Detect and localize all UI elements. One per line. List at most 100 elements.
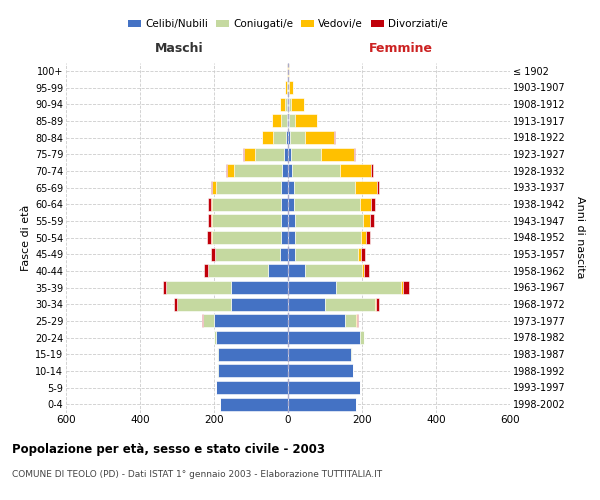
Bar — [226, 164, 227, 177]
Bar — [295, 248, 358, 260]
Bar — [268, 264, 288, 278]
Bar — [305, 131, 334, 144]
Bar — [216, 181, 281, 194]
Bar — [212, 198, 281, 210]
Bar — [289, 98, 290, 110]
Bar — [354, 148, 355, 160]
Bar — [351, 348, 352, 360]
Y-axis label: Fasce di età: Fasce di età — [20, 204, 31, 270]
Bar — [320, 148, 354, 160]
Bar — [163, 281, 166, 294]
Bar — [212, 214, 281, 228]
Bar — [290, 131, 305, 144]
Bar — [360, 198, 371, 210]
Bar — [284, 148, 288, 160]
Bar — [336, 281, 401, 294]
Bar — [289, 114, 295, 128]
Bar — [205, 264, 208, 278]
Bar — [211, 248, 215, 260]
Bar — [208, 198, 211, 210]
Bar — [281, 214, 288, 228]
Bar — [202, 314, 203, 328]
Bar — [291, 148, 320, 160]
Bar — [361, 248, 365, 260]
Bar — [366, 231, 370, 244]
Bar — [288, 364, 353, 378]
Bar — [288, 214, 295, 228]
Bar — [357, 314, 358, 328]
Bar — [220, 398, 288, 410]
Bar — [363, 214, 370, 228]
Bar — [211, 214, 212, 228]
Bar — [377, 181, 379, 194]
Bar — [288, 164, 292, 177]
Bar — [174, 298, 177, 310]
Bar — [356, 314, 357, 328]
Bar — [401, 281, 403, 294]
Bar — [286, 131, 288, 144]
Bar — [272, 114, 281, 128]
Bar — [283, 164, 288, 177]
Text: Femmine: Femmine — [369, 42, 433, 56]
Bar — [358, 248, 361, 260]
Bar — [293, 198, 360, 210]
Bar — [214, 314, 288, 328]
Bar — [288, 398, 356, 410]
Bar — [211, 198, 212, 210]
Bar — [211, 181, 212, 194]
Bar — [230, 298, 288, 310]
Bar — [281, 198, 288, 210]
Bar — [360, 331, 364, 344]
Bar — [295, 214, 363, 228]
Bar — [288, 98, 289, 110]
Bar — [207, 231, 211, 244]
Bar — [208, 264, 268, 278]
Bar — [325, 298, 375, 310]
Bar — [403, 281, 409, 294]
Bar — [288, 331, 360, 344]
Bar — [177, 298, 230, 310]
Bar — [218, 348, 288, 360]
Bar — [371, 198, 375, 210]
Bar — [376, 298, 379, 310]
Bar — [281, 231, 288, 244]
Bar — [285, 81, 287, 94]
Bar — [288, 381, 360, 394]
Bar — [362, 264, 364, 278]
Bar — [216, 331, 288, 344]
Bar — [216, 381, 288, 394]
Bar — [212, 181, 216, 194]
Bar — [361, 231, 366, 244]
Bar — [288, 248, 295, 260]
Bar — [346, 314, 356, 328]
Bar — [293, 181, 355, 194]
Bar — [203, 314, 214, 328]
Bar — [288, 198, 293, 210]
Bar — [255, 148, 284, 160]
Bar — [281, 181, 288, 194]
Bar — [281, 114, 287, 128]
Bar — [218, 364, 288, 378]
Text: Maschi: Maschi — [155, 42, 203, 56]
Bar — [166, 281, 230, 294]
Bar — [288, 231, 295, 244]
Bar — [305, 264, 362, 278]
Bar — [280, 248, 288, 260]
Bar — [217, 348, 218, 360]
Bar — [355, 181, 377, 194]
Bar — [214, 331, 216, 344]
Bar — [295, 231, 361, 244]
Bar — [288, 148, 291, 160]
Bar — [215, 248, 280, 260]
Bar — [290, 98, 304, 110]
Bar — [235, 164, 283, 177]
Text: COMUNE DI TEOLO (PD) - Dati ISTAT 1° gennaio 2003 - Elaborazione TUTTITALIA.IT: COMUNE DI TEOLO (PD) - Dati ISTAT 1° gen… — [12, 470, 382, 479]
Bar — [227, 164, 235, 177]
Bar — [288, 114, 289, 128]
Bar — [208, 214, 211, 228]
Bar — [211, 231, 212, 244]
Bar — [287, 98, 288, 110]
Bar — [244, 148, 254, 160]
Bar — [286, 98, 287, 110]
Bar — [262, 131, 273, 144]
